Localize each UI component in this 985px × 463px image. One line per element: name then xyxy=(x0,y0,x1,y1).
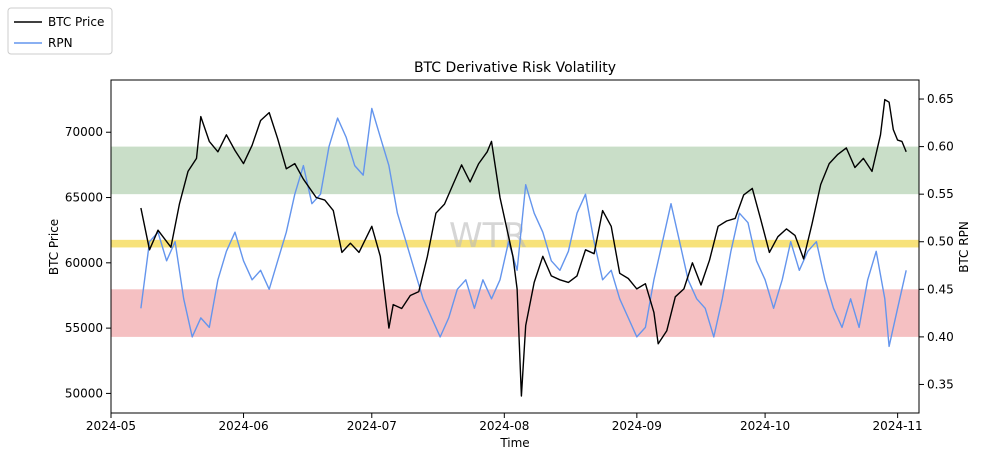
x-tick-label: 2024-06 xyxy=(218,419,268,433)
y-right-tick-label: 0.35 xyxy=(927,377,954,391)
x-tick-label: 2024-08 xyxy=(479,419,529,433)
y-right-tick-label: 0.65 xyxy=(927,92,954,106)
legend-label-btc: BTC Price xyxy=(48,15,104,29)
x-tick-label: 2024-05 xyxy=(86,419,136,433)
y-right-axis-label: BTC RPN xyxy=(957,221,971,273)
y-left-tick-label: 60000 xyxy=(65,256,103,270)
watermark: WTR xyxy=(449,216,527,256)
chart-title: BTC Derivative Risk Volatility xyxy=(414,60,616,76)
y-right-tick-label: 0.55 xyxy=(927,187,954,201)
series-line-btc-price xyxy=(140,98,907,397)
series-layer xyxy=(140,98,907,397)
x-tick-label: 2024-10 xyxy=(740,419,790,433)
bands-layer xyxy=(111,146,919,337)
x-ticks: 2024-05 2024-06 2024-07 2024-08 2024-09 2024-… xyxy=(86,413,923,433)
x-tick-label: 2024-11 xyxy=(873,419,923,433)
y-left-tick-label: 70000 xyxy=(65,125,103,139)
legend-label-rpn: RPN xyxy=(48,36,73,50)
y-right-tick-label: 0.60 xyxy=(927,140,954,154)
y-right-tick-label: 0.40 xyxy=(927,330,954,344)
series-line-rpn xyxy=(140,107,907,348)
x-axis-label: Time xyxy=(499,436,529,450)
y-right-ticks: 0.35 0.40 0.45 0.50 0.55 0.60 0.65 xyxy=(919,92,954,391)
y-left-tick-label: 50000 xyxy=(65,386,103,400)
y-left-tick-label: 65000 xyxy=(65,191,103,205)
x-tick-label: 2024-09 xyxy=(612,419,662,433)
plot-frame xyxy=(110,79,920,414)
band-high xyxy=(111,146,919,195)
y-left-ticks: 50000 55000 60000 65000 70000 xyxy=(65,125,111,400)
y-right-tick-label: 0.50 xyxy=(927,235,954,249)
y-right-tick-label: 0.45 xyxy=(927,282,954,296)
band-mid xyxy=(111,239,919,248)
x-tick-label: 2024-07 xyxy=(347,419,397,433)
y-left-tick-label: 55000 xyxy=(65,321,103,335)
y-left-axis-label: BTC Price xyxy=(47,219,61,275)
band-low xyxy=(111,289,919,337)
legend: BTC Price RPN xyxy=(7,7,113,55)
